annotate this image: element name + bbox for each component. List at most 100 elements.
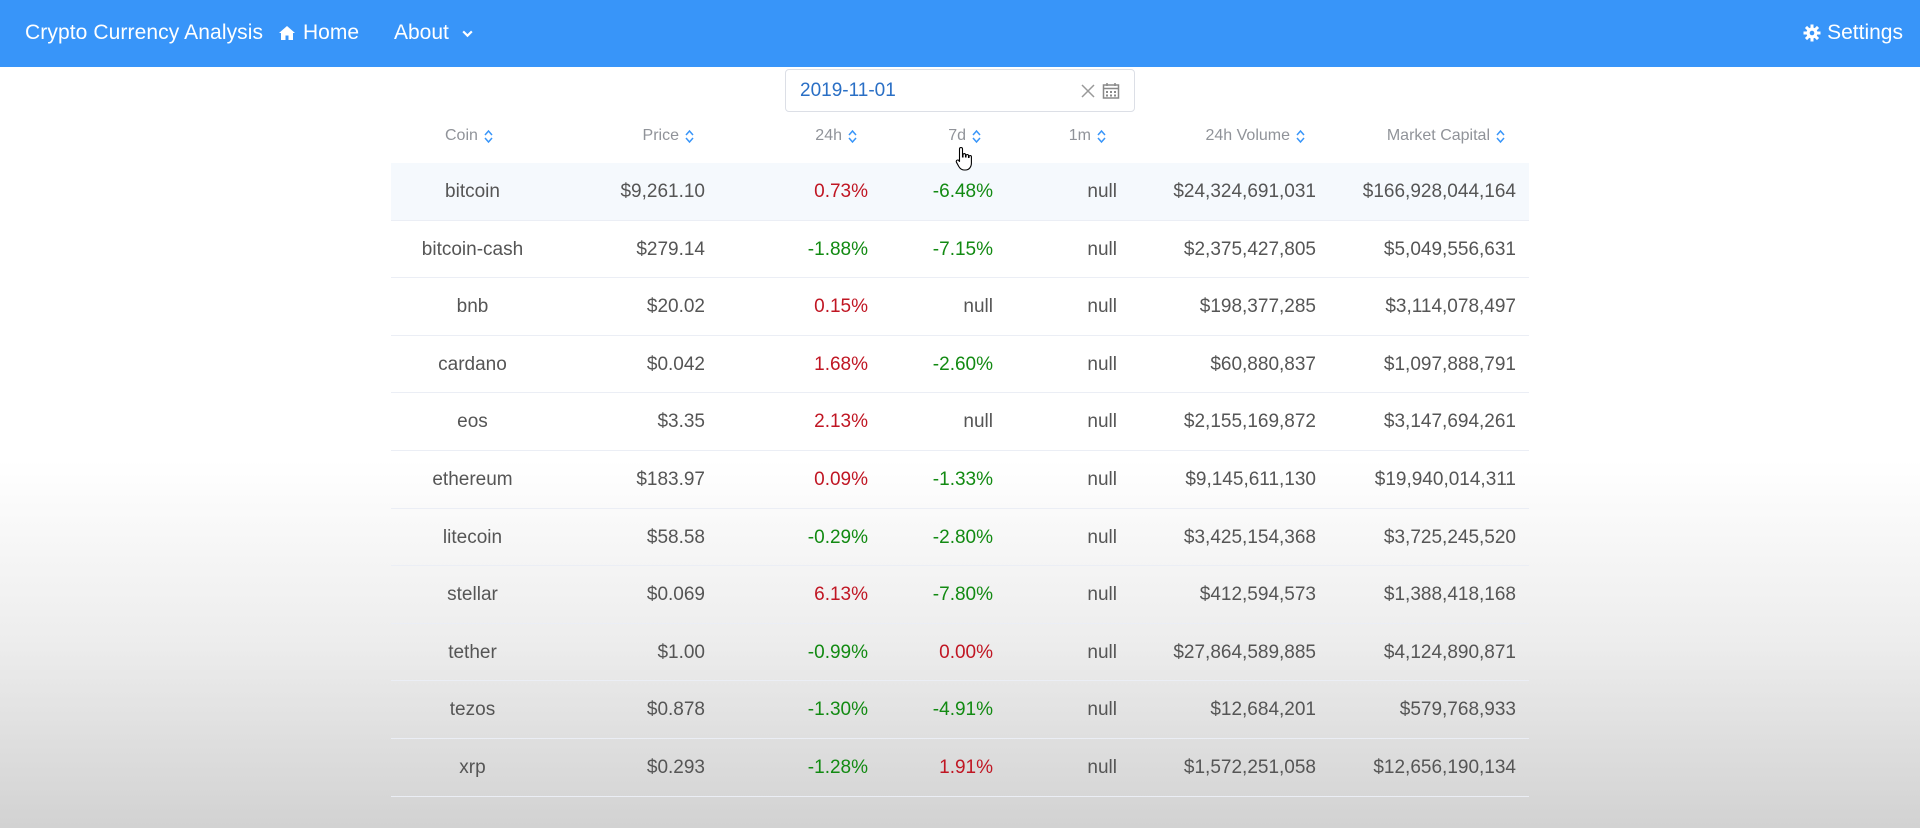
- cell-market-capital: $5,049,556,631: [1383, 238, 1516, 260]
- sort-icon[interactable]: [484, 129, 493, 144]
- cell-7d: -7.15%: [932, 238, 993, 260]
- table-row[interactable]: xrp $0.293 -1.28% 1.91% null $1,572,251,058 $1…: [391, 739, 1529, 797]
- cell-market-capital: $3,725,245,520: [1383, 526, 1516, 548]
- nav-settings-link[interactable]: Settings: [1803, 21, 1903, 45]
- cell-7d: 0.00%: [939, 641, 993, 663]
- cell-7d: -2.60%: [932, 353, 993, 375]
- header-coin-label: Coin: [445, 127, 478, 144]
- cell-1m: null: [1087, 641, 1117, 663]
- cell-24h: 6.13%: [814, 584, 868, 606]
- cell-coin: stellar: [447, 584, 498, 606]
- cell-1m: null: [1087, 411, 1117, 433]
- cell-24h-volume: $412,594,573: [1199, 584, 1316, 606]
- cell-24h-volume: $1,572,251,058: [1183, 756, 1316, 778]
- header-1m[interactable]: 1m: [1069, 127, 1106, 145]
- cell-24h-volume: $60,880,837: [1210, 353, 1316, 375]
- nav-settings-label: Settings: [1827, 21, 1903, 44]
- cell-24h-volume: $24,324,691,031: [1173, 181, 1316, 202]
- header-coin[interactable]: Coin: [445, 127, 493, 145]
- cell-7d: null: [963, 296, 993, 318]
- header-7d[interactable]: 7d: [948, 127, 981, 145]
- cell-coin: bitcoin: [445, 181, 500, 202]
- header-24h-label: 24h: [815, 127, 842, 144]
- cell-24h: -1.30%: [807, 699, 868, 721]
- table-row[interactable]: ethereum $183.97 0.09% -1.33% null $9,145,611…: [391, 451, 1529, 509]
- cell-coin: eos: [457, 411, 488, 433]
- cell-24h-volume: $12,684,201: [1210, 699, 1316, 721]
- cell-24h: 1.68%: [814, 353, 868, 375]
- cell-price: $0.293: [646, 756, 705, 778]
- header-7d-label: 7d: [948, 127, 966, 144]
- table-row[interactable]: eos $3.35 2.13% null null $2,155,169,872 $3,14…: [391, 393, 1529, 451]
- cell-1m: null: [1087, 181, 1117, 202]
- header-1m-label: 1m: [1068, 127, 1091, 144]
- cell-price: $3.35: [657, 411, 705, 433]
- cell-7d: -2.80%: [932, 526, 993, 548]
- table-row[interactable]: stellar $0.069 6.13% -7.80% null $412,594,573…: [391, 566, 1529, 624]
- home-icon: [279, 26, 295, 40]
- cell-24h: 0.73%: [814, 181, 868, 202]
- cell-1m: null: [1087, 526, 1117, 548]
- cell-1m: null: [1087, 468, 1117, 490]
- header-market-capital-label: Market Capital: [1386, 127, 1490, 144]
- cell-24h: 0.15%: [814, 296, 868, 318]
- cell-1m: null: [1087, 296, 1117, 318]
- gear-icon: [1803, 24, 1821, 42]
- table-header: Coin Price 24h 7d 1m 24h Volume Market C…: [391, 115, 1529, 163]
- table-row[interactable]: tether $1.00 -0.99% 0.00% null $27,864,589,88…: [391, 624, 1529, 682]
- cell-7d: null: [963, 411, 993, 433]
- table-row[interactable]: bitcoin $9,261.10 0.73% -6.48% null $24,324,6…: [391, 163, 1529, 221]
- table-body: bitcoin $9,261.10 0.73% -6.48% null $24,324,6…: [391, 163, 1529, 797]
- cell-price: $183.97: [636, 468, 705, 490]
- nav-about-dropdown[interactable]: About: [394, 21, 474, 45]
- header-price-label: Price: [642, 127, 679, 144]
- sort-icon[interactable]: [1097, 129, 1106, 144]
- cell-24h-volume: $3,425,154,368: [1183, 526, 1316, 548]
- table-row[interactable]: bitcoin-cash $279.14 -1.88% -7.15% null $2,37…: [391, 221, 1529, 279]
- cell-coin: bitcoin-cash: [421, 238, 524, 260]
- cell-coin: ethereum: [432, 468, 513, 490]
- table-row[interactable]: bnb $20.02 0.15% null null $198,377,285 $3,114…: [391, 278, 1529, 336]
- date-input[interactable]: [800, 80, 1070, 102]
- cell-24h: -1.28%: [807, 756, 868, 778]
- cell-24h-volume: $198,377,285: [1199, 296, 1316, 318]
- date-picker[interactable]: [785, 69, 1135, 112]
- cell-24h: -0.99%: [807, 641, 868, 663]
- cell-market-capital: $1,097,888,791: [1383, 353, 1516, 375]
- table-row[interactable]: tezos $0.878 -1.30% -4.91% null $12,684,201 $5…: [391, 681, 1529, 739]
- close-icon[interactable]: [1080, 83, 1096, 99]
- cell-7d: -4.91%: [932, 699, 993, 721]
- coin-table: Coin Price 24h 7d 1m 24h Volume Market C…: [391, 115, 1529, 797]
- header-market-capital[interactable]: Market Capital: [1387, 127, 1505, 145]
- cell-price: $0.042: [646, 353, 705, 375]
- cell-24h: 0.09%: [814, 468, 868, 490]
- cell-7d: -7.80%: [932, 584, 993, 606]
- cell-price: $20.02: [646, 296, 705, 318]
- cell-24h: -1.88%: [807, 238, 868, 260]
- table-row[interactable]: litecoin $58.58 -0.29% -2.80% null $3,425,154…: [391, 509, 1529, 567]
- cell-price: $0.069: [646, 584, 705, 606]
- sort-icon[interactable]: [972, 129, 981, 144]
- sort-icon[interactable]: [1296, 129, 1305, 144]
- sort-icon[interactable]: [848, 129, 857, 144]
- nav-about-label: About: [394, 21, 449, 44]
- cell-24h-volume: $2,375,427,805: [1183, 238, 1316, 260]
- header-24h[interactable]: 24h: [815, 127, 857, 145]
- sort-icon[interactable]: [1496, 129, 1505, 144]
- header-24h-volume[interactable]: 24h Volume: [1205, 127, 1305, 145]
- header-price[interactable]: Price: [643, 127, 694, 145]
- app-brand[interactable]: Crypto Currency Analysis: [25, 21, 264, 44]
- cell-coin: tether: [448, 641, 497, 663]
- cell-market-capital: $579,768,933: [1399, 699, 1516, 721]
- sort-icon[interactable]: [685, 129, 694, 144]
- cell-1m: null: [1087, 699, 1117, 721]
- cell-market-capital: $19,940,014,311: [1374, 468, 1516, 490]
- cell-24h-volume: $9,145,611,130: [1185, 468, 1316, 490]
- nav-home-link[interactable]: Home: [278, 21, 359, 45]
- table-row[interactable]: cardano $0.042 1.68% -2.60% null $60,880,837 $…: [391, 336, 1529, 394]
- cell-price: $58.58: [646, 526, 705, 548]
- chevron-down-icon: [462, 30, 473, 37]
- cell-24h-volume: $27,864,589,885: [1173, 641, 1316, 663]
- calendar-icon[interactable]: [1102, 82, 1120, 100]
- cell-market-capital: $1,388,418,168: [1383, 584, 1516, 606]
